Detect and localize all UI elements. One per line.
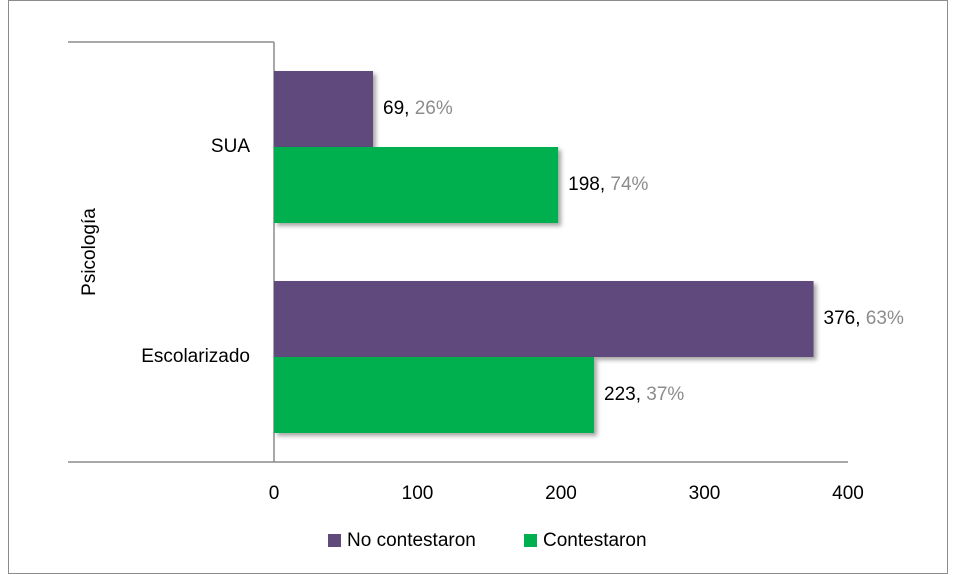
x-tick-label: 200 [545,483,577,504]
data-label: 69, 26% [383,98,453,119]
data-label: 223, 37% [604,384,684,405]
legend-swatch [524,534,537,547]
data-label-count: 223, [604,384,641,405]
data-label-share: 63% [861,308,904,329]
data-label-share: 37% [641,384,684,405]
data-label-share: 74% [605,174,648,195]
group-label: Psicología [79,208,100,296]
data-label-share: 26% [409,98,452,119]
data-label-count: 376, [824,308,861,329]
bar [274,147,559,223]
x-tick-label: 300 [689,483,721,504]
data-label-count: 69, [383,98,409,119]
x-tick-label: 400 [832,483,864,504]
legend-label: No contestaron [347,530,476,551]
bar [274,71,374,147]
legend-swatch [328,534,341,547]
bar [274,357,595,433]
data-label: 198, 74% [568,174,648,195]
y-tick-label: Escolarizado [141,346,250,367]
data-label-count: 198, [568,174,605,195]
data-label: 376, 63% [824,308,904,329]
y-tick-label: SUA [211,136,250,157]
x-tick-label: 0 [269,483,280,504]
x-tick-label: 100 [402,483,434,504]
legend-label: Contestaron [543,530,647,551]
bar [274,281,814,357]
